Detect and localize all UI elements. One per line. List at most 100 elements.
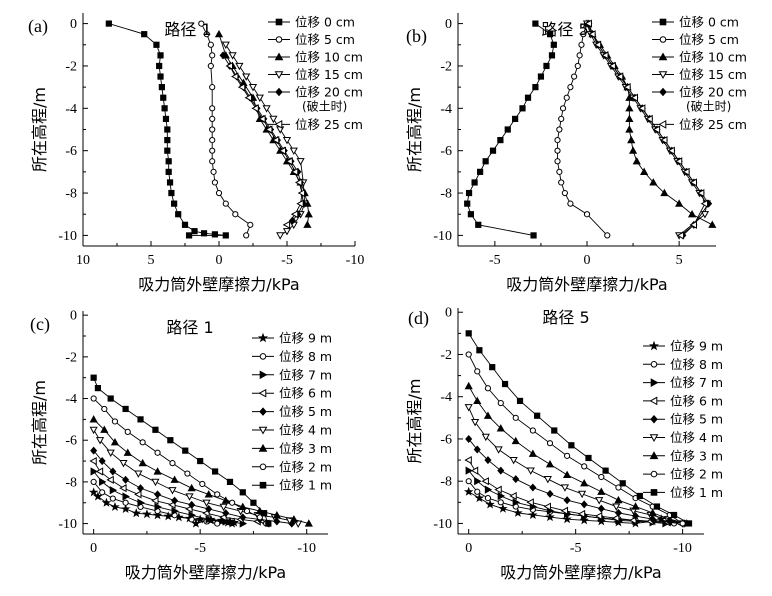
data-point: [558, 179, 565, 186]
data-point: [209, 126, 216, 133]
data-point: [497, 499, 504, 506]
data-point: [571, 73, 578, 80]
data-point: [512, 498, 521, 507]
data-point: [219, 51, 227, 60]
panel-title: 路径 1: [166, 318, 213, 337]
data-point: [110, 438, 120, 446]
data-point: [203, 31, 210, 38]
data-point: [219, 503, 228, 512]
panel-title: 路径 5: [542, 308, 589, 327]
data-point: [608, 61, 616, 71]
data-point: [509, 456, 518, 465]
data-point: [154, 502, 162, 512]
data-point: [139, 439, 146, 446]
data-point: [532, 20, 539, 27]
data-point: [304, 209, 313, 218]
data-point: [123, 448, 132, 456]
data-point: [648, 508, 657, 516]
data-point: [545, 512, 555, 522]
data-point: [558, 115, 565, 123]
data-point: [221, 41, 230, 50]
data-point: [122, 405, 129, 413]
data-point: [583, 211, 591, 218]
legend-label: 位移 4 m: [670, 430, 723, 445]
legend-marker: [659, 18, 667, 26]
data-point: [119, 484, 127, 493]
y-tick-label: 0: [445, 17, 452, 32]
data-point: [464, 404, 473, 412]
data-point: [530, 232, 537, 239]
y-axis-title: 所在高程/m: [405, 379, 424, 464]
data-point: [211, 179, 219, 186]
x-tick-label: 0: [90, 541, 97, 556]
data-point: [554, 136, 561, 144]
y-axis-title: 所在高程/m: [30, 380, 49, 465]
data-point: [269, 115, 278, 124]
data-point: [244, 93, 253, 102]
data-point: [110, 501, 120, 511]
x-tick-label: -10: [346, 253, 365, 268]
data-point: [465, 330, 472, 337]
data-point: [497, 491, 506, 501]
data-point: [222, 200, 229, 207]
series-line: [93, 398, 267, 524]
panel-d: 0 -2 -4 -6 -8 -10 0 -5 -10 位移 9 m 位移 8 m 位移 7 m 位移 6…: [405, 306, 723, 582]
data-point: [601, 51, 609, 60]
data-point: [580, 500, 588, 509]
x-tick-label: -5: [194, 541, 206, 556]
legend-label: 位移 9 m: [670, 339, 723, 354]
legend-marker: [650, 378, 659, 387]
data-point: [543, 62, 550, 70]
data-point: [577, 509, 586, 519]
legend-marker: [658, 52, 668, 61]
data-point: [595, 497, 604, 505]
data-point: [239, 513, 247, 522]
data-point: [625, 114, 634, 123]
y-tick-label: -8: [440, 475, 452, 490]
data-point: [649, 178, 658, 186]
legend-marker: [259, 370, 268, 380]
legend-label: 位移 2 m: [670, 467, 723, 482]
data-point: [215, 189, 223, 197]
legend-marker: [274, 71, 284, 80]
series-2: [198, 20, 254, 239]
data-point: [473, 445, 481, 454]
y-axis-title: 所在高程/m: [405, 87, 424, 172]
data-point: [225, 61, 233, 71]
data-point: [674, 157, 683, 166]
legend-marker: [259, 353, 267, 360]
data-point: [282, 220, 291, 229]
y-tick-label: -10: [433, 229, 452, 244]
data-point: [162, 115, 170, 123]
data-point: [465, 478, 472, 485]
data-point: [636, 492, 643, 500]
x-tick-label: 5: [148, 253, 155, 268]
data-point: [296, 199, 304, 208]
data-point: [630, 93, 639, 102]
data-point: [563, 496, 571, 505]
data-point: [265, 520, 272, 527]
data-point: [167, 437, 174, 444]
data-point: [667, 146, 675, 155]
data-point: [164, 136, 171, 144]
data-point: [282, 136, 292, 145]
data-point: [584, 19, 592, 28]
data-point: [484, 385, 492, 392]
data-point: [205, 504, 213, 513]
data-point: [187, 483, 196, 492]
series-5: [219, 51, 307, 225]
data-point: [560, 484, 570, 492]
y-tick-label: -4: [65, 392, 77, 407]
data-point: [157, 73, 164, 80]
data-point: [251, 104, 259, 113]
data-point: [464, 200, 471, 207]
data-point: [229, 499, 236, 506]
y-tick-label: -6: [65, 434, 77, 449]
legend-label: 位移 5 m: [670, 412, 723, 427]
data-point: [89, 415, 98, 423]
data-point: [623, 83, 631, 92]
y-tick-label: 0: [70, 17, 77, 32]
data-point: [242, 73, 251, 81]
data-point: [481, 433, 490, 442]
data-point: [120, 503, 131, 514]
